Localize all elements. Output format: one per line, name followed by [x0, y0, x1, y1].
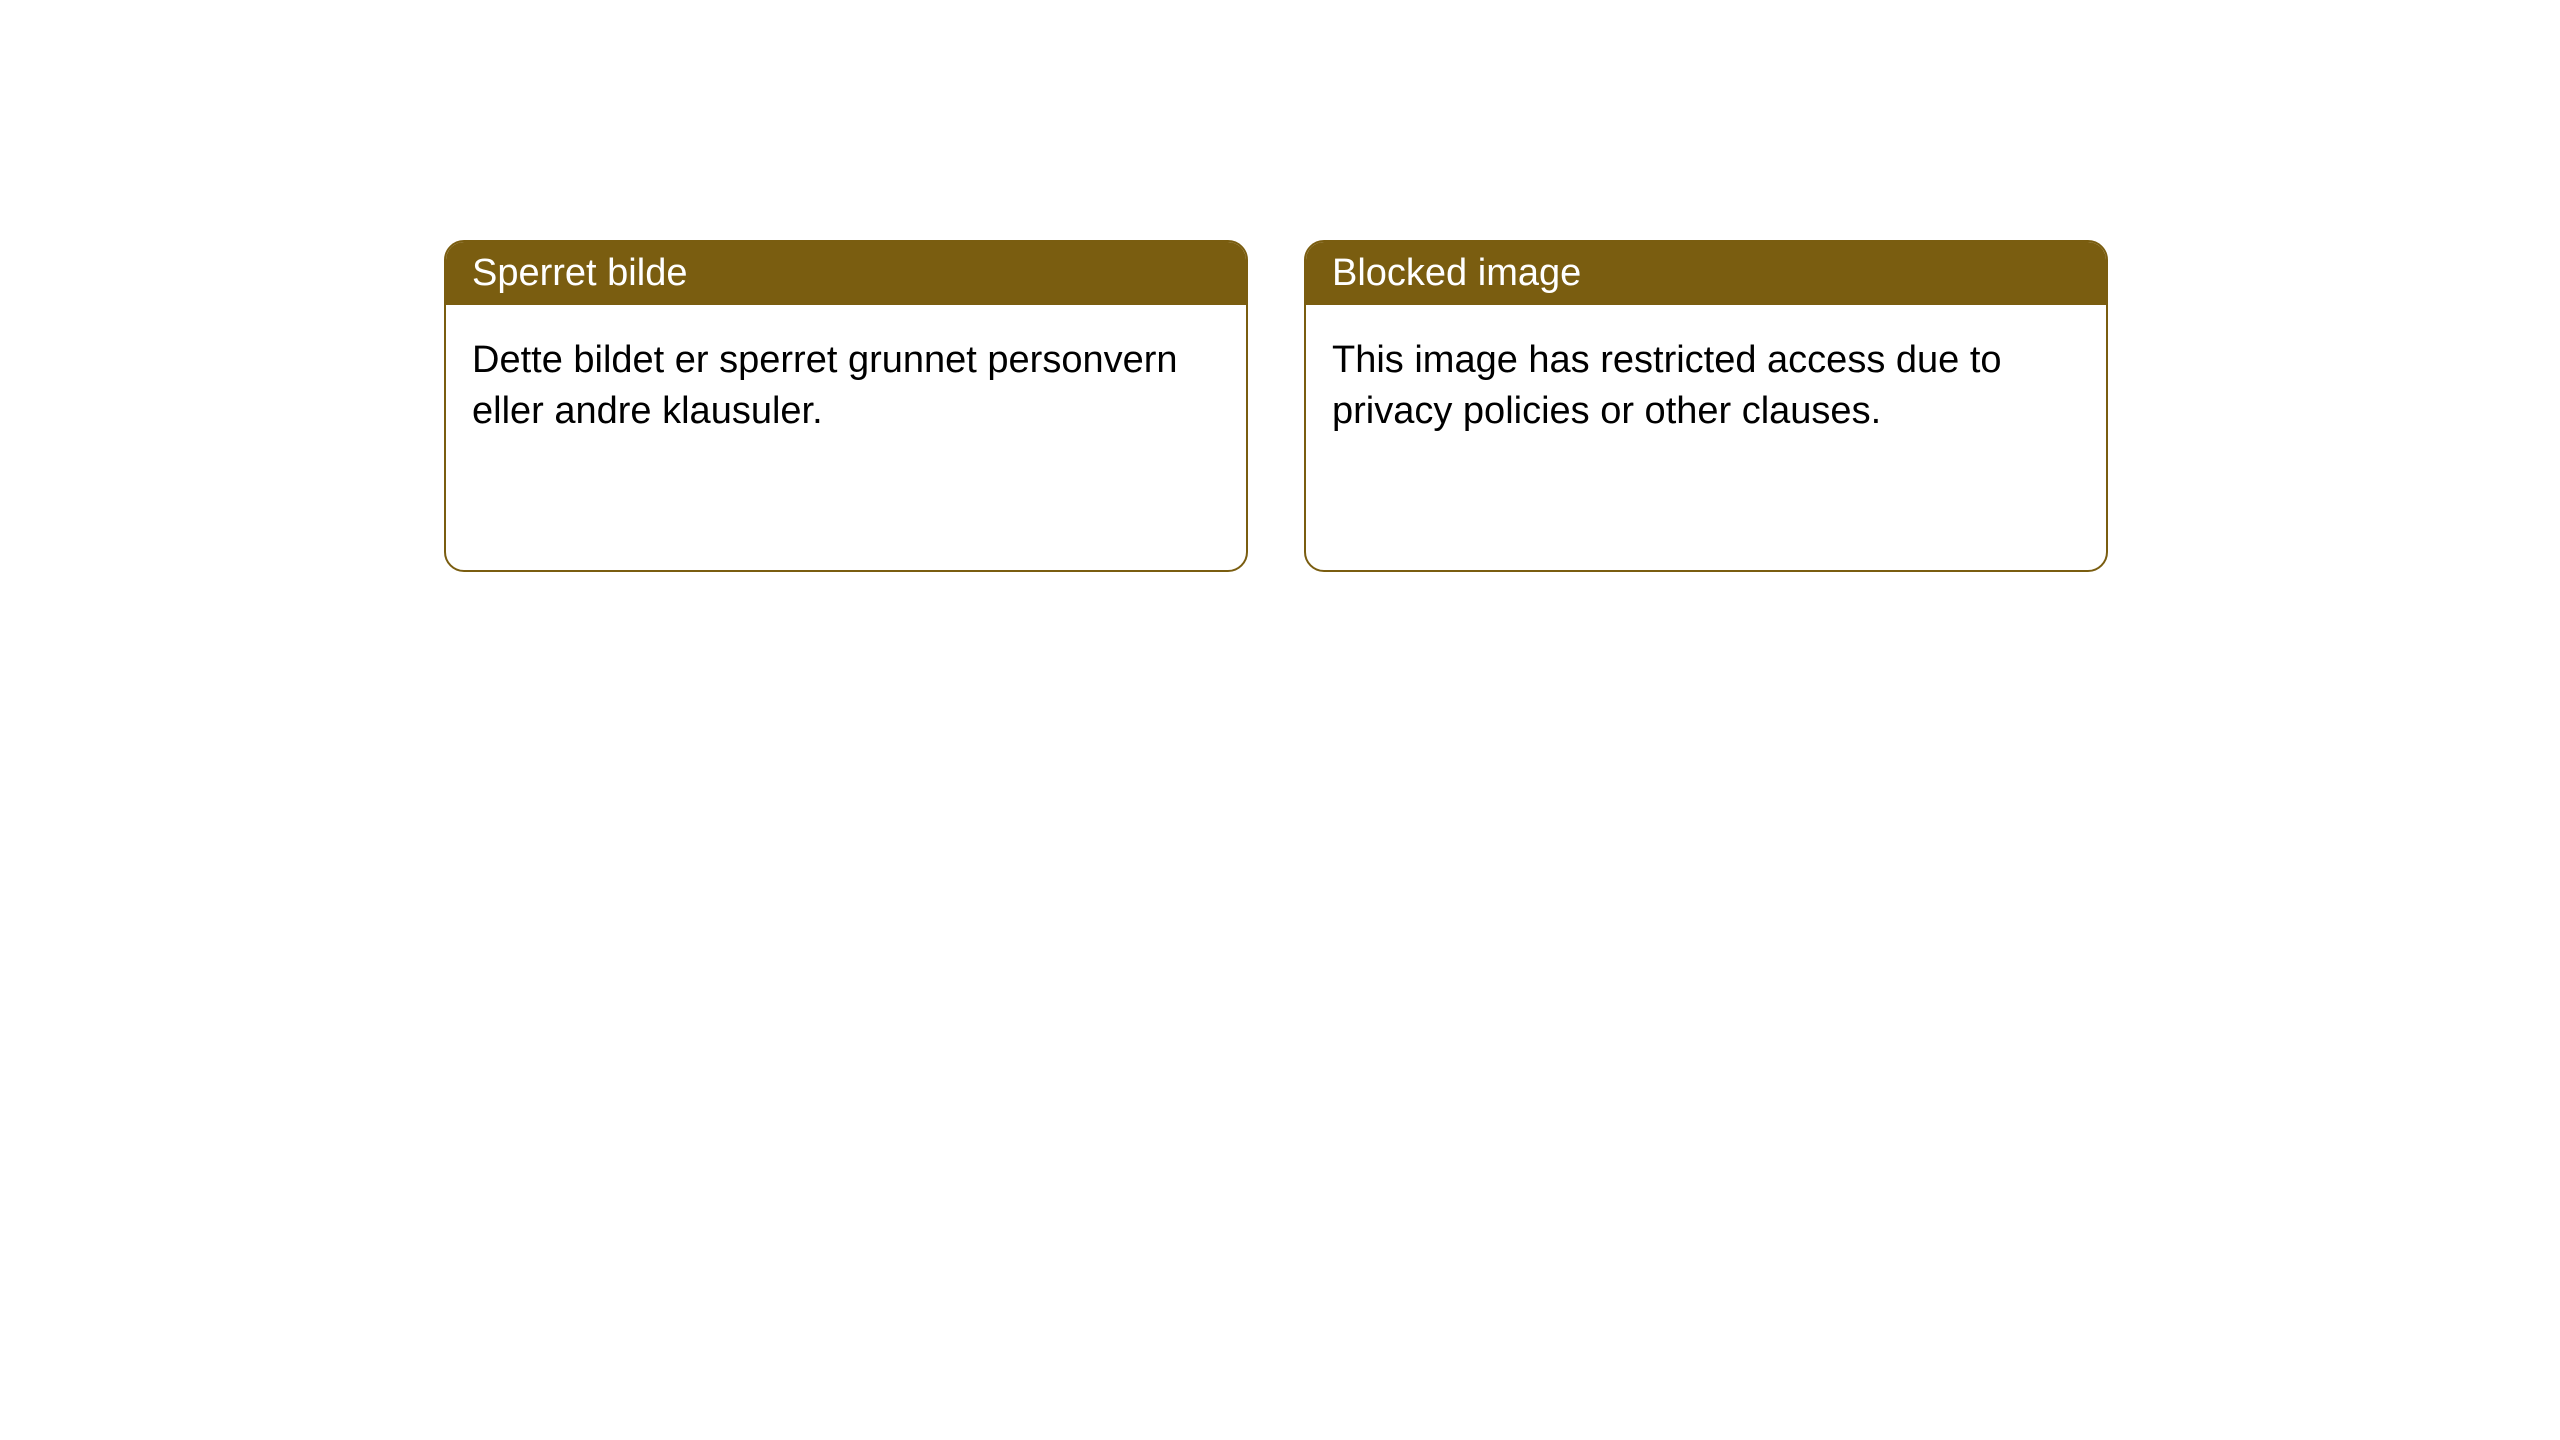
- card-title: Sperret bilde: [472, 252, 687, 294]
- card-body: This image has restricted access due to …: [1306, 305, 2106, 468]
- notice-card-norwegian: Sperret bilde Dette bildet er sperret gr…: [444, 240, 1248, 572]
- card-body-text: Dette bildet er sperret grunnet personve…: [472, 339, 1178, 432]
- card-title: Blocked image: [1332, 252, 1581, 294]
- card-body-text: This image has restricted access due to …: [1332, 339, 2002, 432]
- notice-card-english: Blocked image This image has restricted …: [1304, 240, 2108, 572]
- notice-container: Sperret bilde Dette bildet er sperret gr…: [0, 0, 2560, 572]
- card-header: Sperret bilde: [446, 242, 1246, 305]
- card-header: Blocked image: [1306, 242, 2106, 305]
- card-body: Dette bildet er sperret grunnet personve…: [446, 305, 1246, 468]
